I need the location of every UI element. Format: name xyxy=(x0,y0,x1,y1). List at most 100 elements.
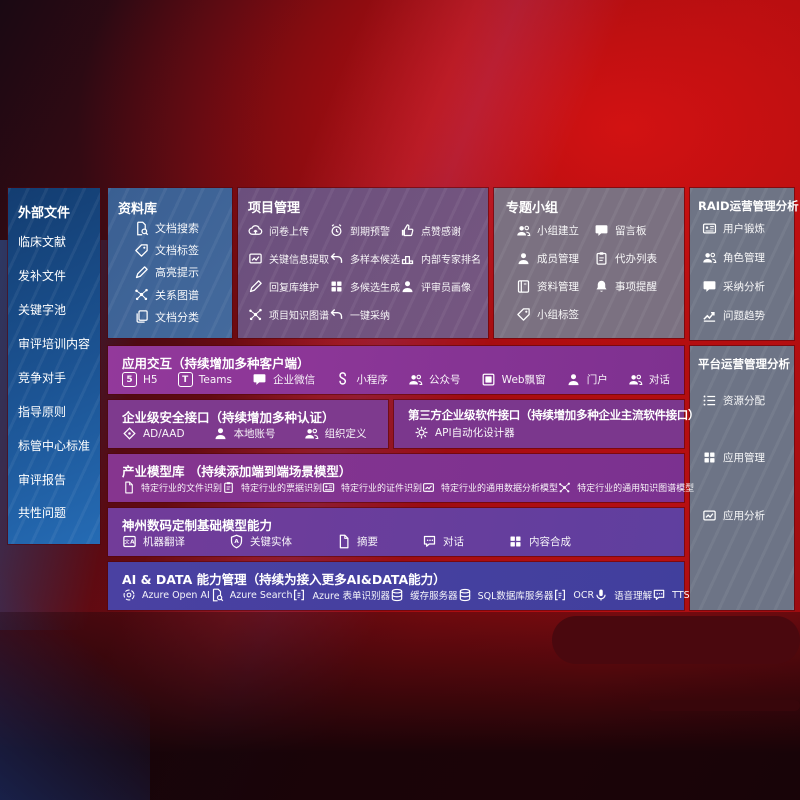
feature-item[interactable]: TTS xyxy=(652,588,690,602)
feature-item[interactable]: 关系图谱 xyxy=(134,287,222,303)
feature-label: Azure Search xyxy=(229,589,293,601)
feature-item[interactable]: 关键信息提取 xyxy=(248,251,329,266)
feature-item[interactable]: AD/AAD xyxy=(122,426,185,441)
feature-item[interactable]: 点赞感谢 xyxy=(400,223,481,238)
sidebar-item[interactable]: 共性问题 xyxy=(18,506,67,521)
panel-title: 资料库 xyxy=(118,202,158,217)
feature-item[interactable]: 资料管理 xyxy=(516,279,594,294)
feature-item[interactable]: 角色管理 xyxy=(702,250,786,265)
feature-item[interactable]: Azure Open AI xyxy=(122,588,210,602)
panel-title: 应用交互（持续增加多种客户端） xyxy=(122,356,310,371)
feature-item[interactable]: 企业微信 xyxy=(252,372,315,387)
feature-item[interactable]: Azure Search xyxy=(210,588,293,602)
feature-label: 到期预警 xyxy=(350,226,390,238)
feature-item[interactable]: 事项提醒 xyxy=(594,279,672,294)
feature-item[interactable]: 高亮提示 xyxy=(134,264,222,280)
feature-item[interactable]: 用户锻炼 xyxy=(702,221,786,236)
feature-label: 一键采纳 xyxy=(350,311,390,323)
feature-item[interactable]: T Teams xyxy=(177,372,232,387)
feature-item[interactable]: 公众号 xyxy=(408,372,461,387)
feature-label: 问卷上传 xyxy=(269,226,309,238)
list-icon xyxy=(702,393,717,408)
sidebar-item[interactable]: 审评培训内容 xyxy=(18,337,91,352)
feature-item[interactable]: 机器翻译 xyxy=(122,534,185,549)
feature-item[interactable]: 应用管理 xyxy=(702,450,786,465)
feature-item[interactable]: 文档标签 xyxy=(134,242,222,258)
panel-thirdparty-interface: 第三方企业级软件接口（持续增加多种企业主流软件接口） API自动化设计器 xyxy=(394,400,700,448)
sidebar-item[interactable]: 竞争对手 xyxy=(18,370,67,385)
feature-item[interactable]: 关键实体 xyxy=(229,534,292,549)
feature-item[interactable]: API自动化设计器 xyxy=(414,425,515,440)
feature-item[interactable]: 5 H5 xyxy=(122,372,158,387)
feature-item[interactable]: 到期预警 xyxy=(329,223,400,238)
feature-item[interactable]: 内部专家排名 xyxy=(400,251,481,266)
feature-item[interactable]: 小组建立 xyxy=(516,223,594,238)
feature-item[interactable]: 语音理解 xyxy=(594,588,652,602)
feature-item[interactable]: Azure 表单识别器 xyxy=(292,588,390,602)
feature-item[interactable]: 小组标签 xyxy=(516,307,594,322)
person-icon xyxy=(213,426,228,441)
translate-icon xyxy=(122,534,137,549)
feature-label: 文档搜索 xyxy=(155,222,199,236)
feature-item[interactable]: 特定行业的票据识别 xyxy=(222,481,322,494)
feature-item[interactable]: 门户 xyxy=(566,372,608,387)
feature-item[interactable]: 对话 xyxy=(628,372,670,387)
sidebar-item[interactable]: 关键字池 xyxy=(18,303,67,318)
feature-item[interactable]: Web飘窗 xyxy=(481,372,546,387)
feature-item[interactable]: 文档搜索 xyxy=(134,220,222,236)
feature-item[interactable]: 缓存服务器 xyxy=(390,588,458,602)
feature-item[interactable]: 问卷上传 xyxy=(248,223,329,238)
feature-list: 资源分配应用管理应用分析 xyxy=(698,372,786,600)
feature-label: 关键信息提取 xyxy=(269,254,329,266)
feature-item[interactable]: 本地账号 xyxy=(213,426,276,441)
feature-item[interactable]: 对话 xyxy=(422,534,464,549)
feature-item[interactable]: 特定行业的通用知识图谱模型 xyxy=(558,481,694,494)
feature-label: 资料管理 xyxy=(537,281,579,294)
feature-item[interactable]: 内容合成 xyxy=(508,534,571,549)
grid-icon xyxy=(508,534,523,549)
feature-item[interactable]: 资源分配 xyxy=(702,393,786,408)
sidebar-item[interactable]: 发补文件 xyxy=(18,269,67,284)
feature-item[interactable]: 文档分类 xyxy=(134,309,222,325)
feature-row: 机器翻译 关键实体 摘要 对话 内容合成 xyxy=(122,534,670,549)
feature-item[interactable]: 成员管理 xyxy=(516,251,594,266)
feature-item[interactable]: 代办列表 xyxy=(594,251,672,266)
feature-item[interactable]: 多样本候选 xyxy=(329,251,400,266)
panel-title: 第三方企业级软件接口（持续增加多种企业主流软件接口） xyxy=(408,408,700,422)
feature-item[interactable]: 留言板 xyxy=(594,223,672,238)
feature-label: 对话 xyxy=(443,536,464,548)
feature-item[interactable]: 特定行业的通用数据分析模型 xyxy=(422,481,558,494)
feature-label: 项目知识图谱 xyxy=(269,311,329,323)
clipboard-icon xyxy=(222,481,235,494)
feature-item[interactable]: 特定行业的文件识别 xyxy=(122,481,222,494)
feature-item[interactable]: 多候选生成 xyxy=(329,279,400,294)
panel-title: 外部文件 xyxy=(18,206,71,221)
feature-item[interactable]: 应用分析 xyxy=(702,508,786,523)
feature-label: 用户锻炼 xyxy=(723,223,765,235)
sidebar-item[interactable]: 审评报告 xyxy=(18,472,67,487)
feature-item[interactable]: SQL数据库服务器 xyxy=(458,588,553,602)
feature-item[interactable]: 采纳分析 xyxy=(702,279,786,294)
sidebar-item[interactable]: 指导原则 xyxy=(18,404,67,419)
feature-item[interactable]: 摘要 xyxy=(336,534,378,549)
doc-search-icon xyxy=(134,221,149,236)
feature-item[interactable]: 特定行业的证件识别 xyxy=(322,481,422,494)
diamond-icon xyxy=(122,426,137,441)
feature-item[interactable]: 回复库维护 xyxy=(248,279,329,294)
feature-item[interactable]: 问题趋势 xyxy=(702,308,786,323)
feature-item[interactable]: 评审员画像 xyxy=(400,279,481,294)
feature-label: 高亮提示 xyxy=(155,266,199,280)
background-bottom-shade xyxy=(0,612,800,800)
feature-label: OCR xyxy=(573,589,595,601)
feature-item[interactable]: 小程序 xyxy=(335,372,388,387)
panel-title: 专题小组 xyxy=(506,201,559,216)
feature-item[interactable]: 项目知识图谱 xyxy=(248,307,329,322)
feature-label: 公众号 xyxy=(429,374,461,386)
sidebar-item[interactable]: 临床文献 xyxy=(18,235,67,250)
sidebar-item[interactable]: 标管中心标准 xyxy=(18,438,91,453)
feature-item[interactable]: 组织定义 xyxy=(304,426,367,441)
feature-item[interactable]: 一键采纳 xyxy=(329,307,400,322)
feature-label: 应用分析 xyxy=(723,509,765,522)
panel-project-management: 项目管理 问卷上传 到期预警 点赞感谢 关键信息提取 多样本候选 内部专家排名 回复库维护 多… xyxy=(238,188,488,338)
feature-item[interactable]: OCR xyxy=(553,588,594,602)
